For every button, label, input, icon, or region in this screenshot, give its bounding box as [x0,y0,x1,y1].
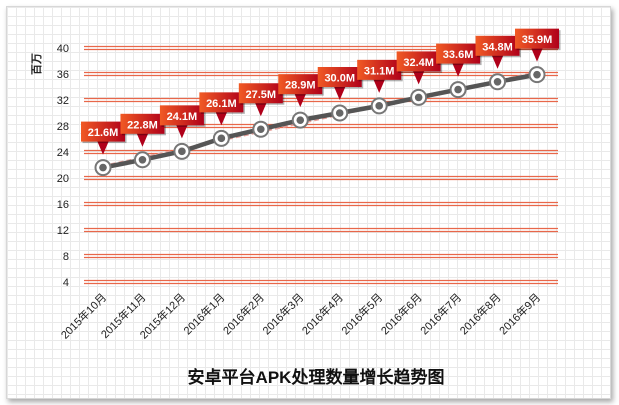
data-label: 35.9M [515,28,561,62]
data-label-pointer [215,111,228,126]
data-point-inner [296,116,305,124]
data-point [212,129,230,147]
data-label-text: 21.6M [88,127,119,139]
data-point-inner [257,125,265,134]
data-label-box [120,113,165,134]
data-point-inner [335,109,344,117]
data-point [94,159,112,177]
data-label-box [475,35,520,56]
data-label: 21.6M [81,121,127,155]
x-tick-label: 2016年1月 [180,290,227,337]
data-label-pointer [294,93,307,108]
data-point-inner [217,134,226,143]
data-label-text: 32.4M [403,57,434,69]
data-label: 33.6M [436,43,482,77]
data-label: 27.5M [238,83,285,117]
data-label-box [515,28,559,49]
y-tick-label: 32 [57,95,69,107]
y-tick-label: 16 [57,199,69,211]
data-point-inner [138,156,147,164]
data-label: 32.4M [396,51,443,85]
data-point [528,66,546,84]
data-label-pointer [175,124,188,139]
data-label-box [81,121,125,142]
data-label-pointer [531,47,543,62]
data-label: 22.8M [120,113,166,147]
data-point-inner [414,93,423,102]
y-tick-label: 12 [57,225,69,237]
data-point-inner [375,102,383,110]
data-point [489,73,507,91]
data-label-box [357,59,402,80]
data-label-text: 27.5M [246,89,277,101]
chart-title: 安卓平台APK处理数量增长趋势图 [188,367,445,387]
gridlines [84,45,558,285]
data-label-text: 31.1M [364,65,395,77]
data-point-inner [178,147,186,156]
x-tick-label: 2016年8月 [457,290,504,337]
x-tick-label: 2016年2月 [220,290,267,337]
y-tick-label: 28 [57,121,69,133]
x-tick-label: 2016年4月 [299,290,346,337]
data-label-pointer [136,132,149,147]
data-points [94,66,546,177]
y-tick-label: 4 [63,277,69,289]
data-label: 30.0M [317,67,364,100]
data-point-inner [533,70,541,79]
y-tick-label: 36 [57,69,69,81]
data-label-pointer [491,54,504,69]
data-labels: 21.6M 22.8M 24.1M 26.1M 27.5M 28.9M 30.0M 31.1M… [81,28,561,155]
data-label-text: 26.1M [206,98,237,110]
data-label: 24.1M [159,105,206,139]
data-label-box [159,105,204,126]
data-label: 34.8M [475,35,522,69]
data-label-text: 33.6M [443,49,474,61]
data-point-inner [454,85,462,94]
data-label-box [199,92,244,113]
data-label-text: 28.9M [285,80,316,92]
x-tick-label: 2016年6月 [378,290,425,337]
data-label-box [317,67,362,87]
data-label-text: 30.0M [324,73,355,85]
y-tick-label: 20 [57,173,69,185]
data-label-pointer [452,62,465,77]
data-point [331,104,349,122]
data-point-inner [99,163,107,172]
data-point-inner [493,78,502,86]
data-label: 28.9M [278,74,324,108]
y-tick-label: 24 [57,147,69,159]
x-tick-label: 2016年7月 [417,290,464,337]
data-point [449,81,467,99]
data-label-pointer [373,78,386,93]
data-label-box [278,74,323,95]
data-point [370,97,388,115]
y-tick-label: 40 [57,43,69,55]
data-label-pointer [254,102,267,117]
data-label-pointer [412,70,425,85]
data-label-text: 22.8M [127,119,158,131]
x-tick-label: 2016年9月 [496,290,543,337]
y-axis-ticks: 4 8 12 16 20 24 28 32 36 40 [57,43,69,289]
y-axis-label: 百万 [30,53,43,75]
x-tick-label: 2016年3月 [259,290,306,337]
data-label: 31.1M [357,59,403,93]
data-point [291,111,309,129]
data-point [252,120,270,138]
data-label-box [436,43,481,64]
data-label-text: 24.1M [167,111,198,123]
data-point [133,151,151,169]
x-axis-ticks: 2015年10月2015年11月2015年12月2016年1月2016年2月20… [58,290,543,341]
data-label-pointer [97,140,109,155]
data-label: 26.1M [199,92,245,126]
data-label-text: 35.9M [522,34,553,46]
x-tick-label: 2016年5月 [338,290,385,337]
data-label-box [238,83,283,104]
data-label-box [396,51,441,72]
data-point [173,142,191,160]
data-label-text: 34.8M [482,41,513,53]
data-label-pointer [333,86,346,100]
data-point [410,88,428,106]
y-tick-label: 8 [63,251,69,263]
